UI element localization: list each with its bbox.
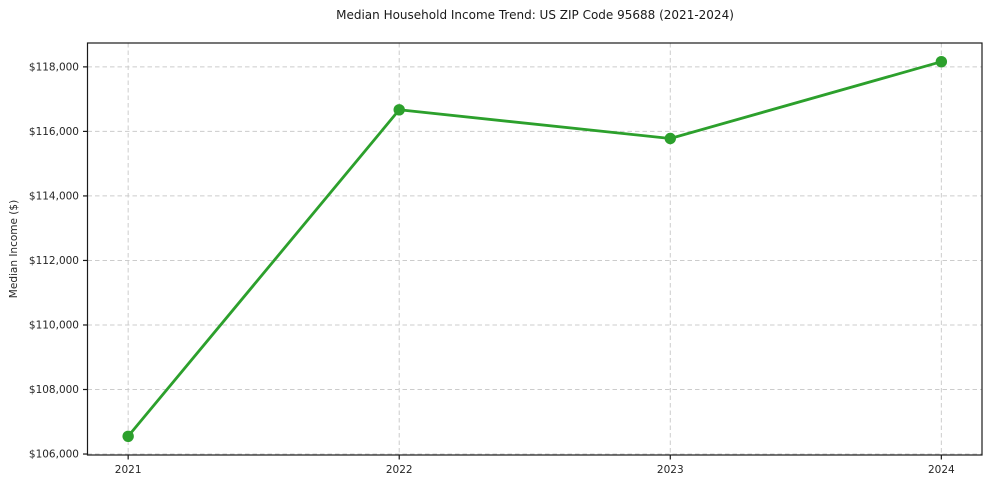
y-tick-label: $116,000	[29, 126, 79, 138]
y-tick-label: $114,000	[29, 190, 79, 202]
y-tick-label: $110,000	[29, 319, 79, 331]
x-tick-label: 2021	[115, 464, 142, 476]
x-tick-label: 2023	[657, 464, 684, 476]
plot-border	[86, 42, 983, 456]
x-tick-label: 2022	[386, 464, 413, 476]
data-point-marker	[122, 430, 134, 442]
chart-title: Median Household Income Trend: US ZIP Co…	[336, 8, 734, 22]
y-tick-label: $106,000	[29, 449, 79, 461]
y-tick-label: $112,000	[29, 255, 79, 267]
data-point-marker	[664, 132, 676, 145]
y-tick-label: $108,000	[29, 384, 79, 396]
data-point-marker	[935, 56, 948, 68]
y-tick-label: $118,000	[29, 61, 79, 73]
trend-line	[126, 60, 943, 438]
x-tick-label: 2024	[928, 464, 955, 476]
y-axis-label: Median Income ($)	[8, 199, 20, 299]
data-point-marker	[393, 104, 405, 116]
